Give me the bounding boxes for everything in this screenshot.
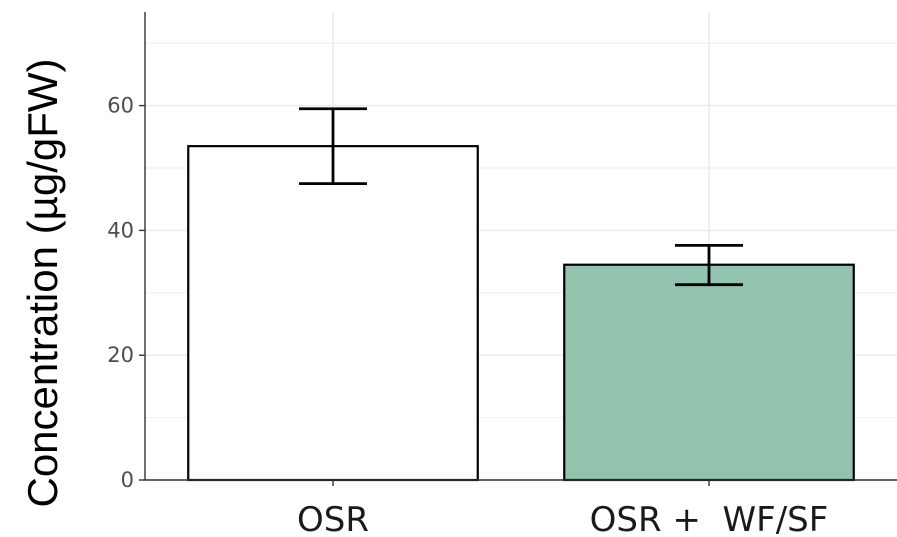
error-bar-2	[675, 243, 743, 287]
y-tick-label: 60	[107, 94, 134, 118]
x-tick-label: OSR	[297, 500, 369, 537]
y-tick-label: 0	[121, 468, 134, 492]
bars	[187, 145, 855, 482]
x-axis-labels: OSR OSR + WF/SF	[297, 480, 828, 537]
y-tick-label: 40	[107, 218, 134, 242]
axes	[144, 12, 897, 481]
error-bars	[299, 107, 743, 287]
y-axis-ticks: 0 20 40 60	[107, 94, 145, 492]
y-tick-label: 20	[107, 343, 134, 367]
x-tick-label: OSR + WF/SF	[590, 500, 829, 537]
y-axis-title: Concentration (µg/gFW)	[19, 58, 66, 507]
bar-1	[187, 145, 479, 482]
error-bar-1	[299, 107, 367, 186]
bar-2	[563, 263, 855, 482]
